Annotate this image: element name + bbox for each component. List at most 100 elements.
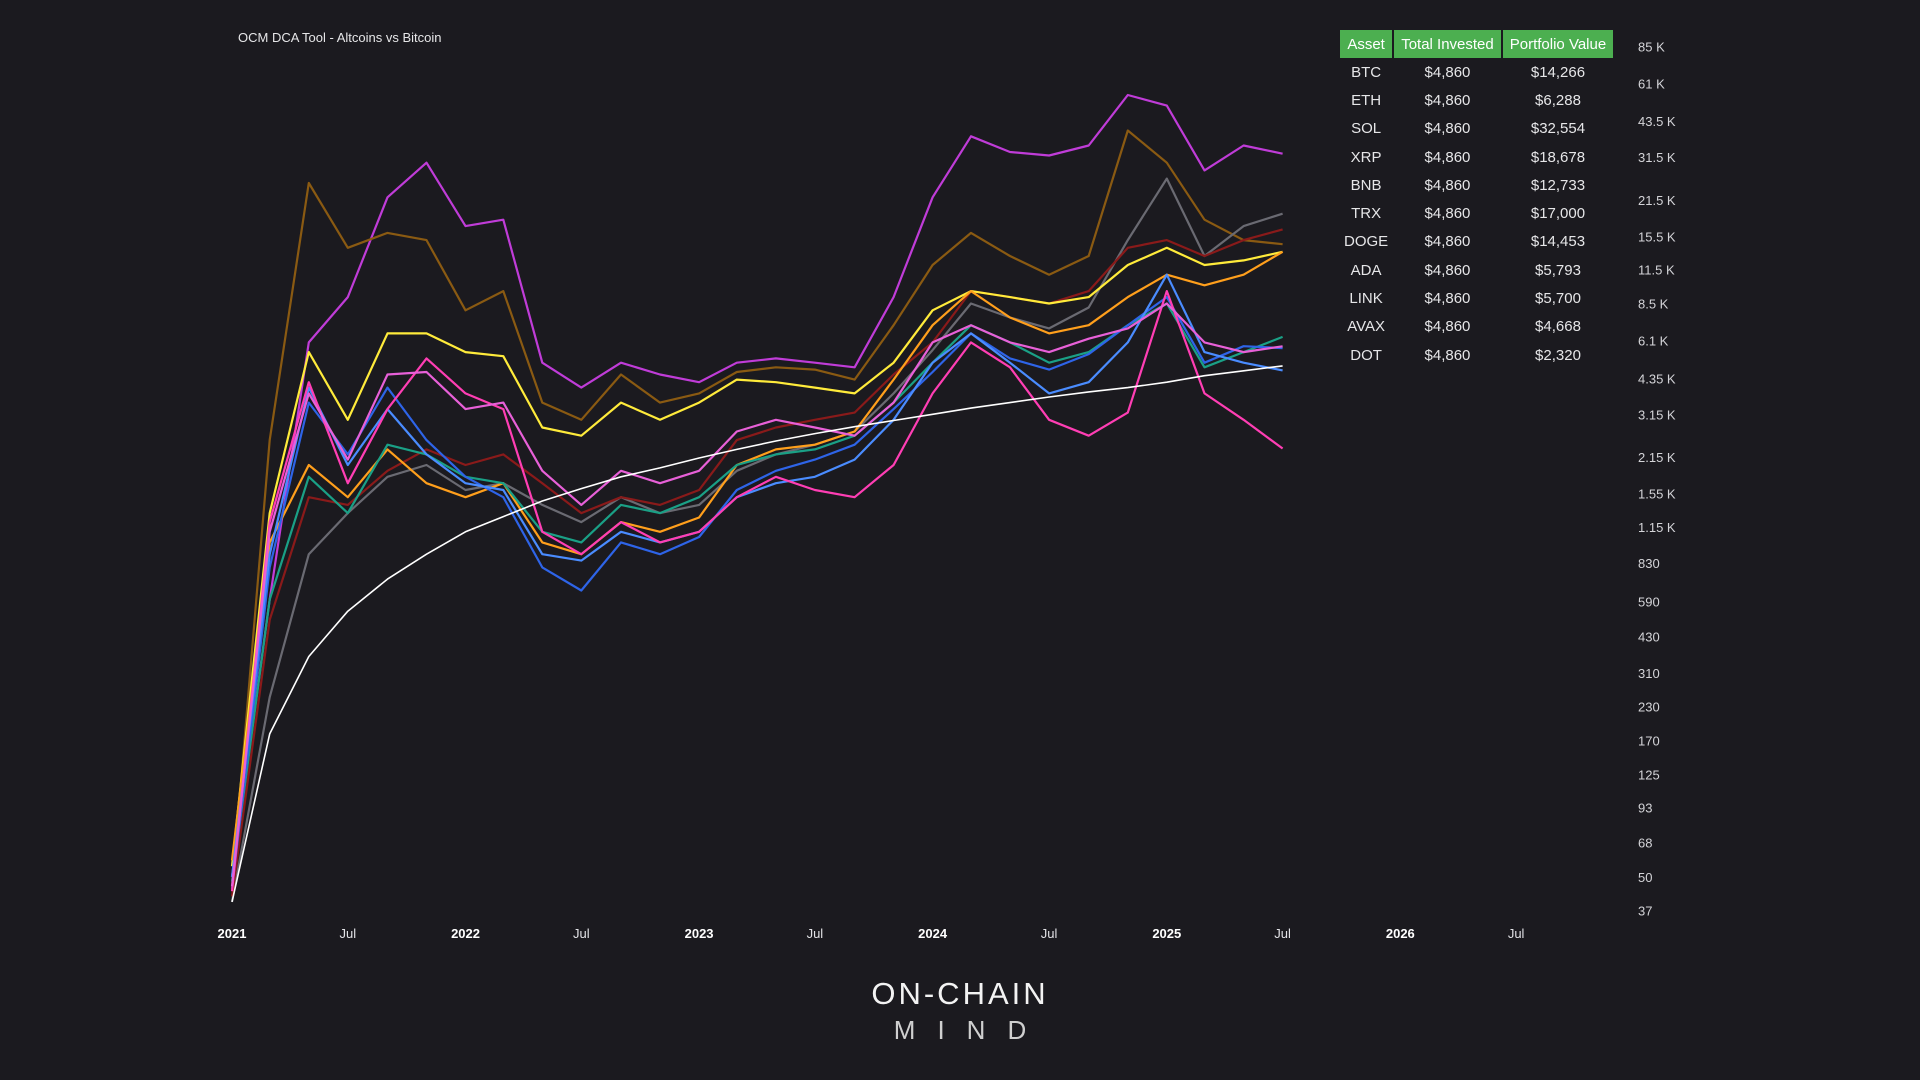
table-cell: BNB (1350, 176, 1382, 194)
table-cell: $6,288 (1535, 91, 1581, 109)
y-tick-label: 8.5 K (1638, 296, 1669, 311)
chart-title: OCM DCA Tool - Altcoins vs Bitcoin (238, 30, 442, 45)
series-line-12 (231, 365, 1283, 903)
table-header-cell: Total Invested (1394, 30, 1501, 58)
table-row: DOGE $4,860 $14,453 (1340, 228, 1613, 256)
y-tick-label: 50 (1638, 870, 1652, 885)
table-cell: AVAX (1347, 318, 1385, 336)
table-header-row: Asset Total Invested Portfolio Value (1340, 30, 1614, 58)
y-tick-label: 31.5 K (1638, 150, 1676, 165)
table-cell: $4,860 (1424, 63, 1471, 81)
series-line-11 (230, 302, 1283, 887)
series-line-4 (230, 228, 1283, 897)
table-cell: XRP (1350, 148, 1382, 166)
y-tick-label: 125 (1638, 768, 1660, 783)
y-tick-label: 430 (1638, 630, 1660, 645)
y-tick-label: 3.15 K (1638, 407, 1676, 422)
x-tick-label: 2021 (218, 926, 247, 941)
y-tick-label: 68 (1638, 836, 1652, 851)
table-cell: $4,860 (1424, 233, 1471, 251)
x-tick-label: Jul (1041, 926, 1058, 941)
y-tick-label: 61 K (1638, 76, 1665, 91)
y-tick-label: 85 K (1638, 39, 1665, 54)
table-row: TRX $4,860 $17,000 (1340, 199, 1613, 227)
brand-logo-sub: MIND (893, 1015, 1049, 1045)
table-cell: DOGE (1344, 233, 1389, 251)
series-line-8 (230, 296, 1283, 889)
table-cell: $32,554 (1530, 120, 1586, 138)
x-tick-label: Jul (339, 926, 356, 941)
table-row: LINK $4,860 $5,700 (1340, 284, 1613, 312)
x-tick-label: Jul (807, 926, 824, 941)
table-header-cell: Portfolio Value (1502, 30, 1614, 58)
table-cell: $4,860 (1424, 318, 1471, 336)
portfolio-table: Asset Total Invested Portfolio Value BTC $4… (1338, 30, 1615, 369)
series-line-1 (230, 93, 1283, 878)
y-tick-label: 43.5 K (1638, 114, 1676, 129)
series-line-9 (230, 273, 1283, 878)
x-tick-label: 2024 (918, 926, 948, 941)
table-cell: $4,860 (1424, 205, 1471, 223)
y-tick-label: 230 (1638, 700, 1660, 715)
series-line-2 (230, 129, 1283, 889)
table-cell: $4,860 (1424, 346, 1471, 364)
table-cell: $4,860 (1424, 91, 1471, 109)
x-tick-label: 2025 (1152, 926, 1181, 941)
table-cell: $5,700 (1535, 290, 1581, 308)
table-row: BNB $4,860 $12,733 (1340, 171, 1613, 199)
table-row: ADA $4,860 $5,793 (1340, 256, 1613, 284)
table-cell: ADA (1350, 261, 1382, 279)
series-line-5 (230, 246, 1283, 867)
table-cell: LINK (1349, 290, 1383, 308)
y-axis: 85 K 61 K 43.5 K 31.5 K 21.5 K 15.5 K 11.5 K 8.… (1638, 39, 1676, 918)
table-cell: ETH (1351, 91, 1382, 109)
series-line-3 (230, 177, 1283, 903)
y-tick-label: 93 (1638, 801, 1652, 816)
y-tick-label: 4.35 K (1638, 371, 1676, 386)
table-cell: TRX (1351, 205, 1382, 223)
x-tick-label: Jul (573, 926, 590, 941)
table-cell: $4,860 (1424, 120, 1471, 138)
y-tick-label: 310 (1638, 666, 1660, 681)
table-header-cell: Asset (1340, 30, 1393, 58)
table-cell: DOT (1350, 346, 1382, 364)
table-cell: $4,668 (1535, 318, 1581, 336)
x-tick-label: 2026 (1386, 926, 1415, 941)
table-cell: BTC (1351, 63, 1382, 81)
y-tick-label: 1.55 K (1638, 487, 1676, 502)
y-tick-label: 15.5 K (1638, 229, 1676, 244)
table-cell: $17,000 (1530, 205, 1586, 223)
x-tick-label: 2023 (685, 926, 714, 941)
table-row: XRP $4,860 $18,678 (1340, 143, 1613, 171)
x-tick-label: Jul (1508, 926, 1525, 941)
series-line-10 (230, 290, 1284, 892)
table-cell: $12,733 (1530, 176, 1586, 194)
x-tick-label: Jul (1274, 926, 1291, 941)
table-cell: $14,453 (1530, 233, 1586, 251)
y-tick-label: 590 (1638, 594, 1660, 609)
table-cell: $2,320 (1535, 346, 1581, 364)
table-row: SOL $4,860 $32,554 (1340, 115, 1613, 143)
y-tick-label: 6.1 K (1638, 334, 1669, 349)
brand-logo-main: ON-CHAIN (871, 976, 1049, 1011)
table-cell: SOL (1351, 120, 1382, 138)
table-cell: $4,860 (1424, 290, 1471, 308)
table-cell: $14,266 (1530, 63, 1586, 81)
series-layer (230, 93, 1284, 903)
table-cell: $4,860 (1424, 176, 1471, 194)
table-cell: $5,793 (1535, 261, 1581, 279)
table-cell: $4,860 (1424, 261, 1471, 279)
y-tick-label: 21.5 K (1638, 193, 1676, 208)
table-row: ETH $4,860 $6,288 (1340, 86, 1613, 114)
x-tick-label: 2022 (451, 926, 480, 941)
table-row: AVAX $4,860 $4,668 (1340, 313, 1613, 341)
y-tick-label: 2.15 K (1638, 450, 1676, 465)
y-tick-label: 1.15 K (1638, 520, 1676, 535)
table-cell: $18,678 (1530, 148, 1586, 166)
table-row: DOT $4,860 $2,320 (1340, 341, 1613, 369)
y-tick-label: 830 (1638, 556, 1660, 571)
table-row: BTC $4,860 $14,266 (1340, 58, 1613, 86)
x-axis: 2021 Jul 2022 Jul 2023 Jul 2024 Jul 2025 Jul 2026 J… (218, 926, 1525, 941)
y-tick-label: 11.5 K (1638, 263, 1675, 278)
